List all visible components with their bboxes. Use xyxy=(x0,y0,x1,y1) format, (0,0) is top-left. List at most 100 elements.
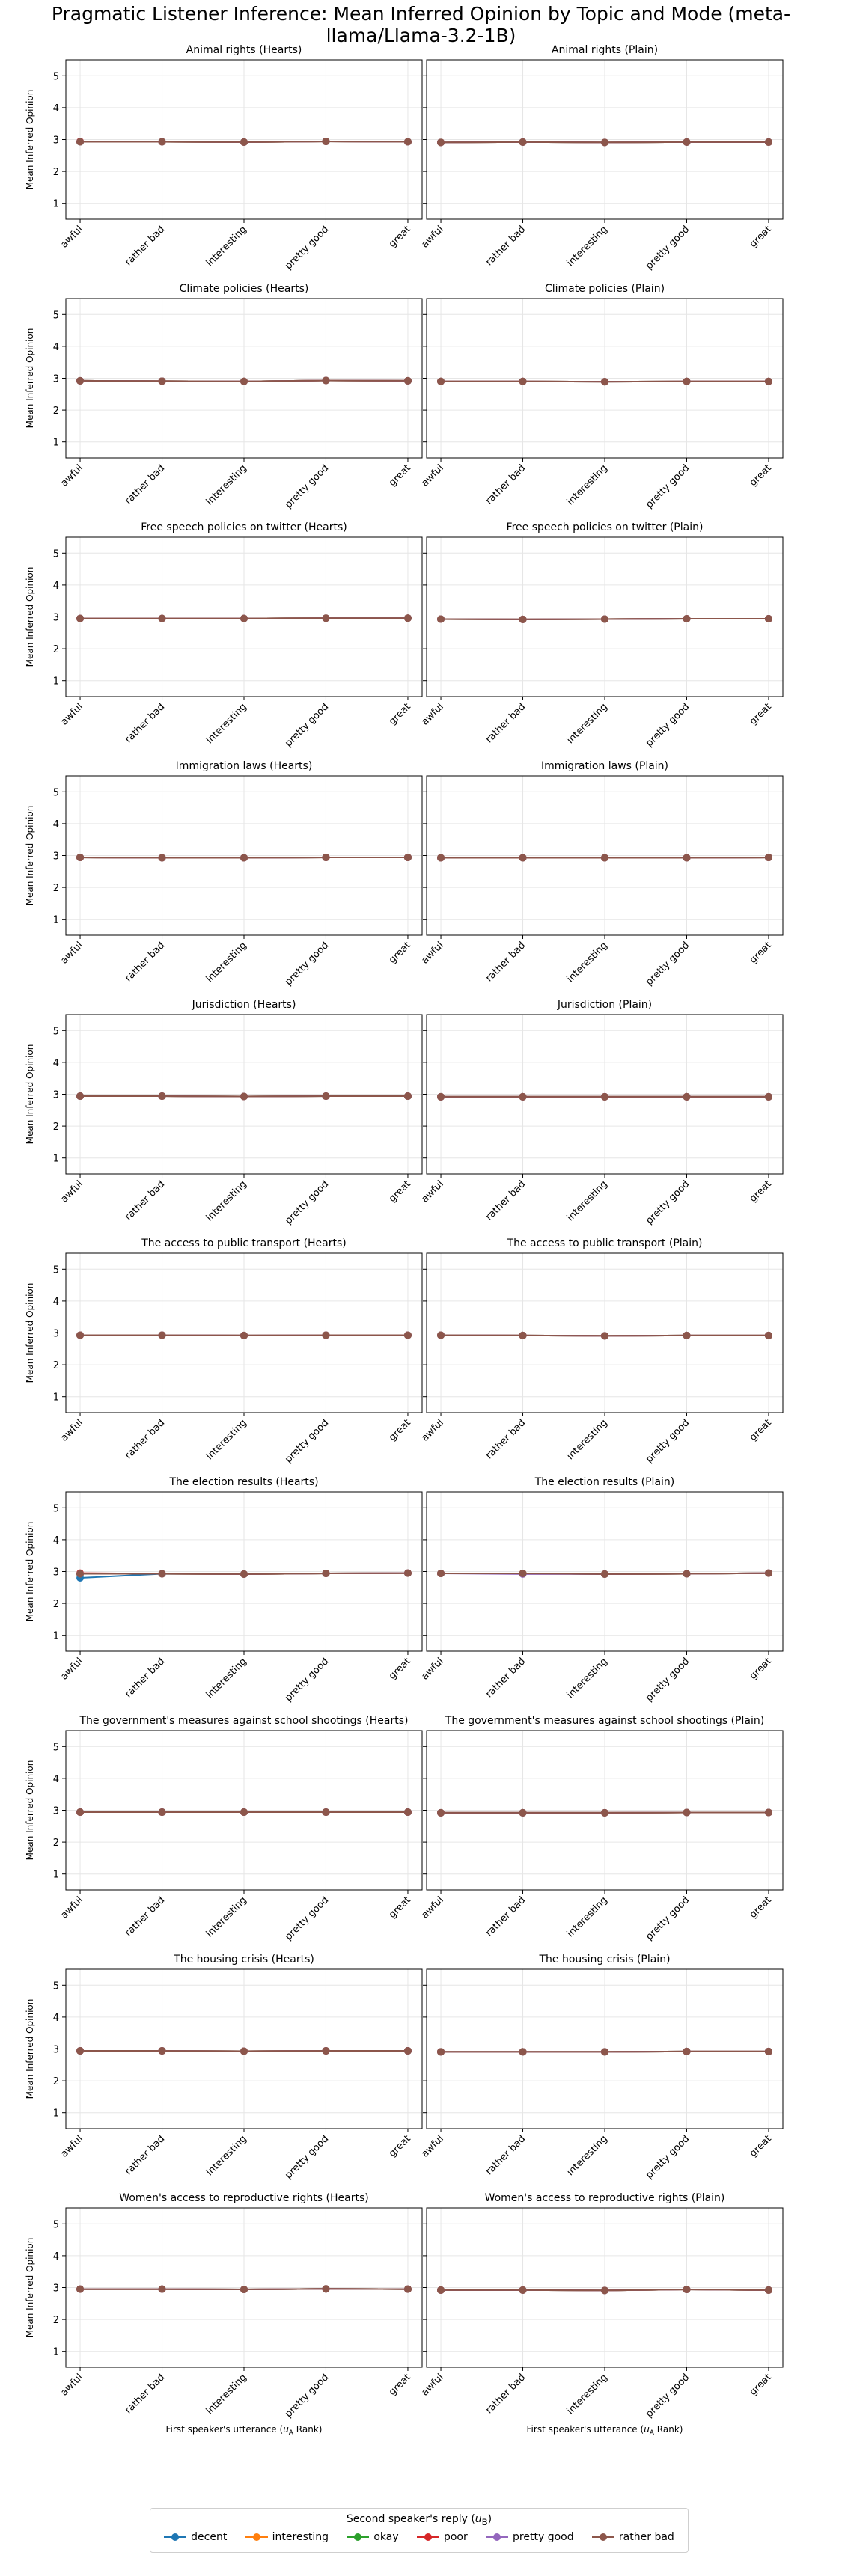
data-point-rather-bad xyxy=(683,2047,691,2055)
x-axis-label-prefix: First speaker's utterance ( xyxy=(527,2424,644,2435)
plot-frame xyxy=(65,298,423,459)
y-tick-label: 2 xyxy=(53,883,59,894)
x-tick-label: great xyxy=(387,1656,413,1682)
x-tick-label: pretty good xyxy=(644,1894,692,1942)
data-point-rather-bad xyxy=(322,854,330,862)
data-point-rather-bad xyxy=(519,1331,527,1339)
data-point-rather-bad xyxy=(240,1092,248,1101)
data-point-rather-bad xyxy=(683,1331,691,1339)
y-tick-label: 3 xyxy=(53,135,59,147)
legend-swatch xyxy=(245,2533,268,2541)
panel-title: The government's measures against school… xyxy=(445,1715,764,1727)
y-tick-label: 2 xyxy=(53,2076,59,2087)
data-point-rather-bad xyxy=(764,1331,772,1339)
data-point-rather-bad xyxy=(683,1808,691,1817)
y-tick-label: 4 xyxy=(53,1058,59,1069)
data-point-rather-bad xyxy=(403,614,412,622)
data-point-rather-bad xyxy=(437,854,445,862)
x-tick-label: great xyxy=(748,224,774,250)
y-tick-label: 1 xyxy=(53,2347,59,2358)
x-tick-label: rather bad xyxy=(483,2133,528,2177)
data-point-rather-bad xyxy=(240,1808,248,1817)
data-point-rather-bad xyxy=(240,138,248,146)
x-tick-label: interesting xyxy=(204,2133,249,2178)
data-point-rather-bad xyxy=(437,615,445,623)
y-axis-label: Mean Inferred Opinion xyxy=(25,328,35,429)
data-point-rather-bad xyxy=(519,377,527,385)
data-point-rather-bad xyxy=(403,1808,412,1817)
y-tick-label: 1 xyxy=(53,1392,59,1404)
x-tick-label: awful xyxy=(58,940,85,966)
x-tick-label: great xyxy=(748,1894,774,1921)
x-tick-label: awful xyxy=(58,1417,85,1443)
data-point-rather-bad xyxy=(158,377,166,385)
data-point-rather-bad xyxy=(240,614,248,622)
x-tick-label: great xyxy=(748,462,774,489)
x-tick-label: great xyxy=(387,224,413,250)
plot-frame xyxy=(65,775,423,936)
y-tick-label: 1 xyxy=(53,1631,59,1642)
x-axis-label-prefix: First speaker's utterance ( xyxy=(166,2424,284,2435)
panel: Women's access to reproductive rights (P… xyxy=(419,2192,784,2437)
panel-title: Jurisdiction (Hearts) xyxy=(192,999,296,1011)
x-tick-label: awful xyxy=(58,2372,85,2398)
data-point-rather-bad xyxy=(519,615,527,623)
x-tick-label: rather bad xyxy=(483,462,528,507)
legend-item-interesting: interesting xyxy=(245,2531,329,2543)
x-tick-label: awful xyxy=(419,462,445,489)
y-tick-label: 2 xyxy=(53,2315,59,2326)
plot-frame xyxy=(65,1968,423,2129)
data-point-rather-bad xyxy=(437,2286,445,2294)
data-point-rather-bad xyxy=(764,854,772,862)
x-tick-label: great xyxy=(748,701,774,727)
panel-title: Immigration laws (Hearts) xyxy=(176,760,313,772)
plot-frame xyxy=(65,536,423,697)
x-tick-label: rather bad xyxy=(483,2372,528,2416)
y-axis-label: Mean Inferred Opinion xyxy=(25,90,35,190)
x-tick-label: great xyxy=(748,1417,774,1443)
y-tick-label: 5 xyxy=(53,1264,59,1276)
x-tick-label: rather bad xyxy=(483,1656,528,1700)
data-point-rather-bad xyxy=(764,1808,772,1817)
x-tick-label: great xyxy=(387,701,413,727)
x-tick-label: great xyxy=(387,1894,413,1921)
x-tick-label: great xyxy=(387,940,413,966)
data-point-rather-bad xyxy=(764,377,772,385)
data-point-rather-bad xyxy=(437,1808,445,1817)
plot-frame xyxy=(426,1252,784,1413)
y-tick-label: 3 xyxy=(53,2045,59,2056)
x-tick-label: awful xyxy=(58,224,85,250)
data-point-rather-bad xyxy=(240,377,248,385)
data-point-rather-bad xyxy=(683,615,691,623)
data-point-rather-bad xyxy=(683,1092,691,1101)
x-tick-label: awful xyxy=(58,1656,85,1682)
data-point-rather-bad xyxy=(601,138,608,147)
panel: Women's access to reproductive rights (H… xyxy=(25,2192,423,2437)
data-point-rather-bad xyxy=(764,2047,772,2055)
plot-frame xyxy=(65,1730,423,1891)
y-tick-label: 1 xyxy=(53,1154,59,1165)
panel: Climate policies (Hearts) 1 2 3 4 5 Mean Infer… xyxy=(25,283,423,510)
data-point-rather-bad xyxy=(403,2047,412,2055)
plot-frame xyxy=(65,1014,423,1175)
x-tick-label: interesting xyxy=(204,1417,249,1462)
y-tick-label: 4 xyxy=(53,1774,59,1785)
data-point-rather-bad xyxy=(158,2285,166,2293)
x-tick-label: awful xyxy=(419,224,445,250)
data-point-rather-bad xyxy=(76,1808,85,1817)
data-point-rather-bad xyxy=(403,138,412,146)
data-point-rather-bad xyxy=(322,1331,330,1339)
x-tick-label: pretty good xyxy=(283,940,331,988)
y-tick-label: 3 xyxy=(53,374,59,385)
data-point-rather-bad xyxy=(519,1092,527,1101)
data-point-rather-bad xyxy=(240,1331,248,1339)
x-tick-label: pretty good xyxy=(644,1656,692,1704)
x-tick-label: pretty good xyxy=(283,2133,331,2181)
y-tick-label: 1 xyxy=(53,1870,59,1881)
y-tick-label: 3 xyxy=(53,2283,59,2295)
data-point-rather-bad xyxy=(76,1092,85,1101)
x-tick-label: pretty good xyxy=(283,1178,331,1226)
legend-item-pretty-good: pretty good xyxy=(486,2531,574,2543)
data-point-rather-bad xyxy=(76,138,85,146)
chart-grid: Animal rights (Hearts) 1 2 3 4 5 Mean Inferred… xyxy=(25,44,784,2437)
